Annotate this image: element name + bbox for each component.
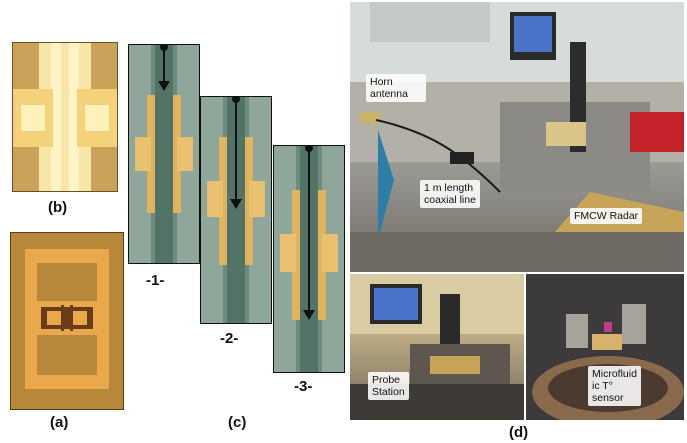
micrograph-b — [12, 42, 118, 192]
callout-microfluidic-sensor: Microfluid ic T° sensor — [588, 366, 641, 406]
callout-coax-line2: coaxial line — [424, 194, 476, 206]
callout-fmcw-text: FMCW Radar — [574, 210, 639, 222]
channel-strip-3 — [273, 145, 345, 373]
callout-coaxial-line: 1 m length coaxial line — [420, 180, 480, 208]
microfluidic-sensor-photo: Microfluid ic T° sensor — [526, 274, 684, 420]
panel-label-a: (a) — [50, 414, 69, 431]
micrograph-a — [10, 232, 124, 410]
micrograph-a-drawing — [11, 233, 123, 409]
callout-fmcw-radar: FMCW Radar — [570, 208, 643, 224]
panel-label-d: (d) — [509, 424, 529, 441]
probe-station-photo: Probe Station — [350, 274, 524, 420]
panel-label-b: (b) — [48, 199, 68, 216]
lab-setup-photo: Horn antenna 1 m length coaxial line FMC… — [350, 2, 684, 272]
callout-micro-line3: sensor — [592, 392, 624, 404]
callout-micro-line2: ic T° — [592, 380, 613, 392]
micrograph-b-drawing — [13, 43, 117, 191]
callout-probe-line2: Station — [372, 386, 405, 398]
callout-micro-line1: Microfluid — [592, 368, 637, 380]
channel-strip-1-drawing — [129, 45, 199, 263]
callout-horn-antenna: Horn antenna — [366, 74, 426, 102]
step-label-2: -2- — [220, 330, 239, 347]
channel-strip-2 — [200, 96, 272, 324]
callout-probe-station: Probe Station — [368, 372, 409, 400]
callout-horn-text: Horn antenna — [370, 76, 408, 100]
channel-strip-3-drawing — [274, 146, 344, 372]
lab-setup-drawing — [350, 2, 684, 272]
step-label-3: -3- — [294, 378, 313, 395]
channel-strip-2-drawing — [201, 97, 271, 323]
channel-strip-1 — [128, 44, 200, 264]
callout-probe-line1: Probe — [372, 374, 401, 386]
panel-label-c: (c) — [228, 414, 247, 431]
step-label-1: -1- — [146, 272, 165, 289]
callout-coax-line1: 1 m length — [424, 182, 474, 194]
